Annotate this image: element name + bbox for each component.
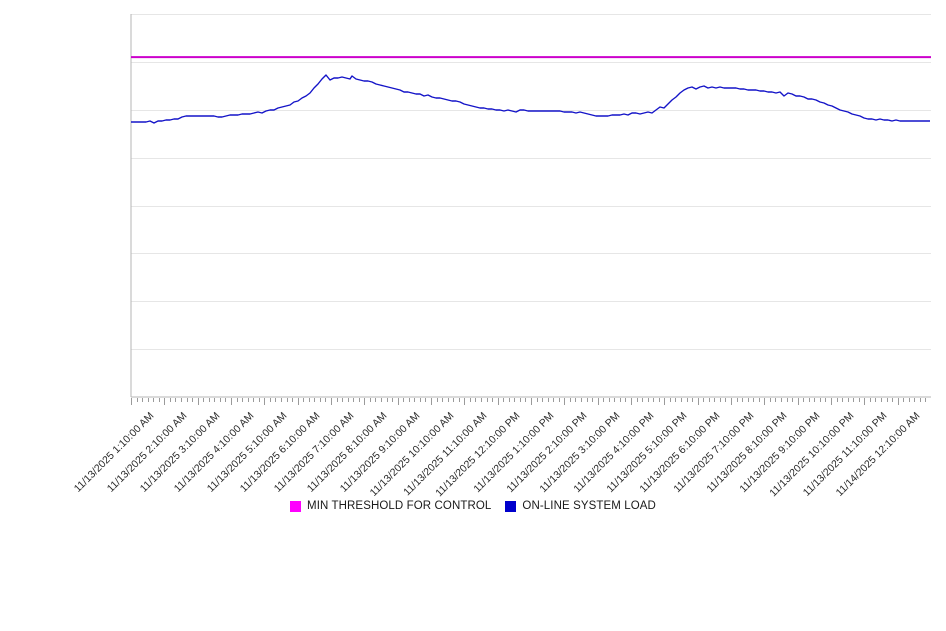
x-axis-ticks [131,398,926,405]
gridlines [131,14,931,350]
legend-item-min-threshold[interactable]: MIN THRESHOLD FOR CONTROL [290,500,491,512]
legend-item-online-system-load[interactable]: ON-LINE SYSTEM LOAD [505,500,656,512]
plot-area [130,14,931,405]
legend-label-online-system-load: ON-LINE SYSTEM LOAD [522,500,656,512]
x-axis-labels: 11/13/2025 1:10:00 AM 11/13/2025 2:10:00 … [0,400,946,499]
legend-swatch-min-threshold [290,500,302,512]
chart-legend: MIN THRESHOLD FOR CONTROL ON-LINE SYSTEM… [0,496,946,516]
online-system-load-series [131,74,930,124]
line-chart: 11/13/2025 1:10:00 AM 11/13/2025 2:10:00 … [0,14,946,516]
legend-swatch-online-system-load [505,500,517,512]
legend-label-min-threshold: MIN THRESHOLD FOR CONTROL [307,500,492,512]
